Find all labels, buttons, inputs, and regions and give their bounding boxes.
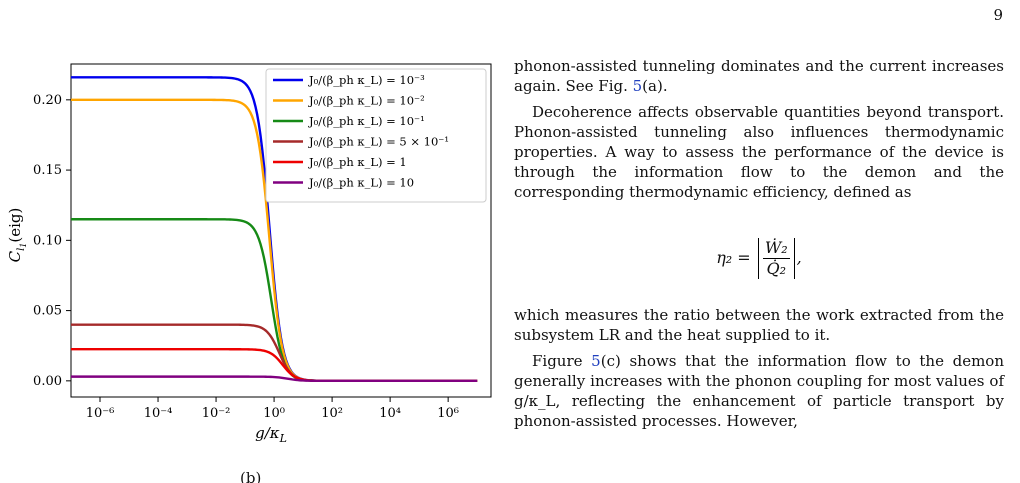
p1-end: (a).	[642, 77, 668, 95]
x-tick-label: 10⁻⁴	[144, 406, 173, 421]
legend-box	[265, 68, 487, 203]
x-tick-label: 10⁰	[263, 406, 285, 421]
paragraph-3: which measures the ratio between the wor…	[514, 306, 1004, 344]
y-axis-label: Cl1(eig)	[6, 208, 28, 263]
paragraph-2: Decoherence affects observable quantitie…	[514, 103, 1004, 201]
y-tick-label: 0.00	[33, 374, 62, 389]
x-tick-label: 10⁻²	[202, 406, 231, 421]
efficiency-equation: η₂ = Ẇ₂ Q̇₂ ,	[514, 238, 1004, 279]
paragraph-1: phonon-assisted tunneling dominates and …	[514, 56, 1004, 96]
fig-ref-link[interactable]: 5	[632, 77, 643, 95]
p4-a: Figure	[532, 352, 592, 370]
eq-numerator: Ẇ₂	[762, 238, 790, 259]
x-tick-label: 10⁴	[379, 406, 401, 421]
eq-tail: ,	[796, 248, 802, 267]
legend-entry: J₀/(β_ph κ_L) = 5 × 10⁻¹	[308, 135, 449, 149]
series-curves	[71, 76, 478, 383]
subfigure-label: (b)	[240, 469, 262, 483]
x-tick-label: 10⁶	[437, 406, 459, 421]
page-number: 9	[993, 6, 1003, 24]
fig-ref-link-2[interactable]: 5	[591, 352, 601, 370]
y-tick-label: 0.15	[33, 163, 62, 178]
x-tick-label: 10²	[321, 406, 343, 421]
series-line	[71, 375, 478, 383]
legend: J₀/(β_ph κ_L) = 10⁻³ J₀/(β_ph κ_L) = 10⁻²…	[265, 68, 487, 203]
legend-entry: J₀/(β_ph κ_L) = 10	[308, 176, 414, 190]
x-ticks: 10⁻⁶ 10⁻⁴ 10⁻² 10⁰ 10² 10⁴ 10⁶	[86, 397, 459, 421]
eq-lhs: η₂ =	[716, 248, 751, 267]
x-tick-label: 10⁻⁶	[86, 406, 115, 421]
legend-entry: J₀/(β_ph κ_L) = 1	[308, 155, 407, 169]
plot-frame	[70, 63, 492, 398]
y-tick-label: 0.10	[33, 233, 62, 248]
legend-entry: J₀/(β_ph κ_L) = 10⁻³	[308, 73, 425, 87]
y-ticks: 0.00 0.05 0.10 0.15 0.20	[33, 93, 71, 389]
text-column: phonon-assisted tunneling dominates and …	[514, 56, 1004, 437]
y-tick-label: 0.20	[33, 93, 62, 108]
x-axis-label: g/κL	[255, 424, 287, 445]
p4-b: (c) shows that the information flow to t…	[514, 352, 1004, 430]
legend-entry: J₀/(β_ph κ_L) = 10⁻¹	[308, 114, 425, 128]
legend-entry: J₀/(β_ph κ_L) = 10⁻²	[308, 94, 425, 108]
y-tick-label: 0.05	[33, 304, 62, 319]
series-line	[71, 323, 478, 383]
eq-denominator: Q̇₂	[766, 259, 786, 278]
coherence-plot: 10⁻⁶ 10⁻⁴ 10⁻² 10⁰ 10² 10⁴ 10⁶ 0.00 0.05 0.10 0.1…	[6, 63, 492, 445]
p1-text: phonon-assisted tunneling dominates and …	[514, 57, 1004, 95]
paragraph-4: Figure 5(c) shows that the information f…	[514, 351, 1004, 431]
